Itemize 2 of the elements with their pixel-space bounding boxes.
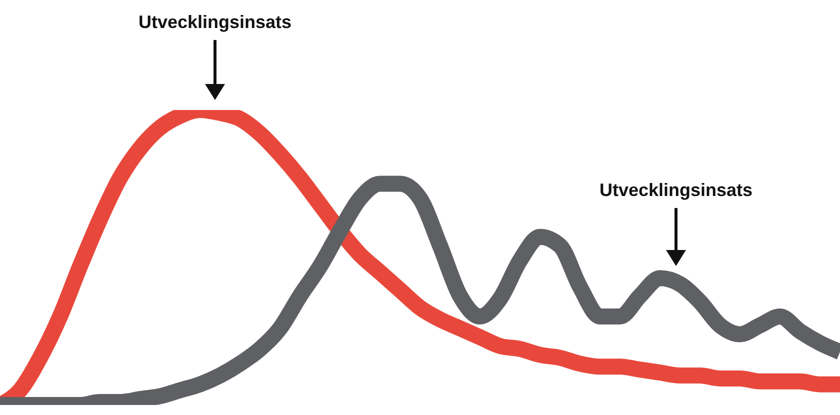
text: Utvecklingsinsats <box>138 12 292 32</box>
annotation: Utvecklingsinsats <box>599 180 753 200</box>
